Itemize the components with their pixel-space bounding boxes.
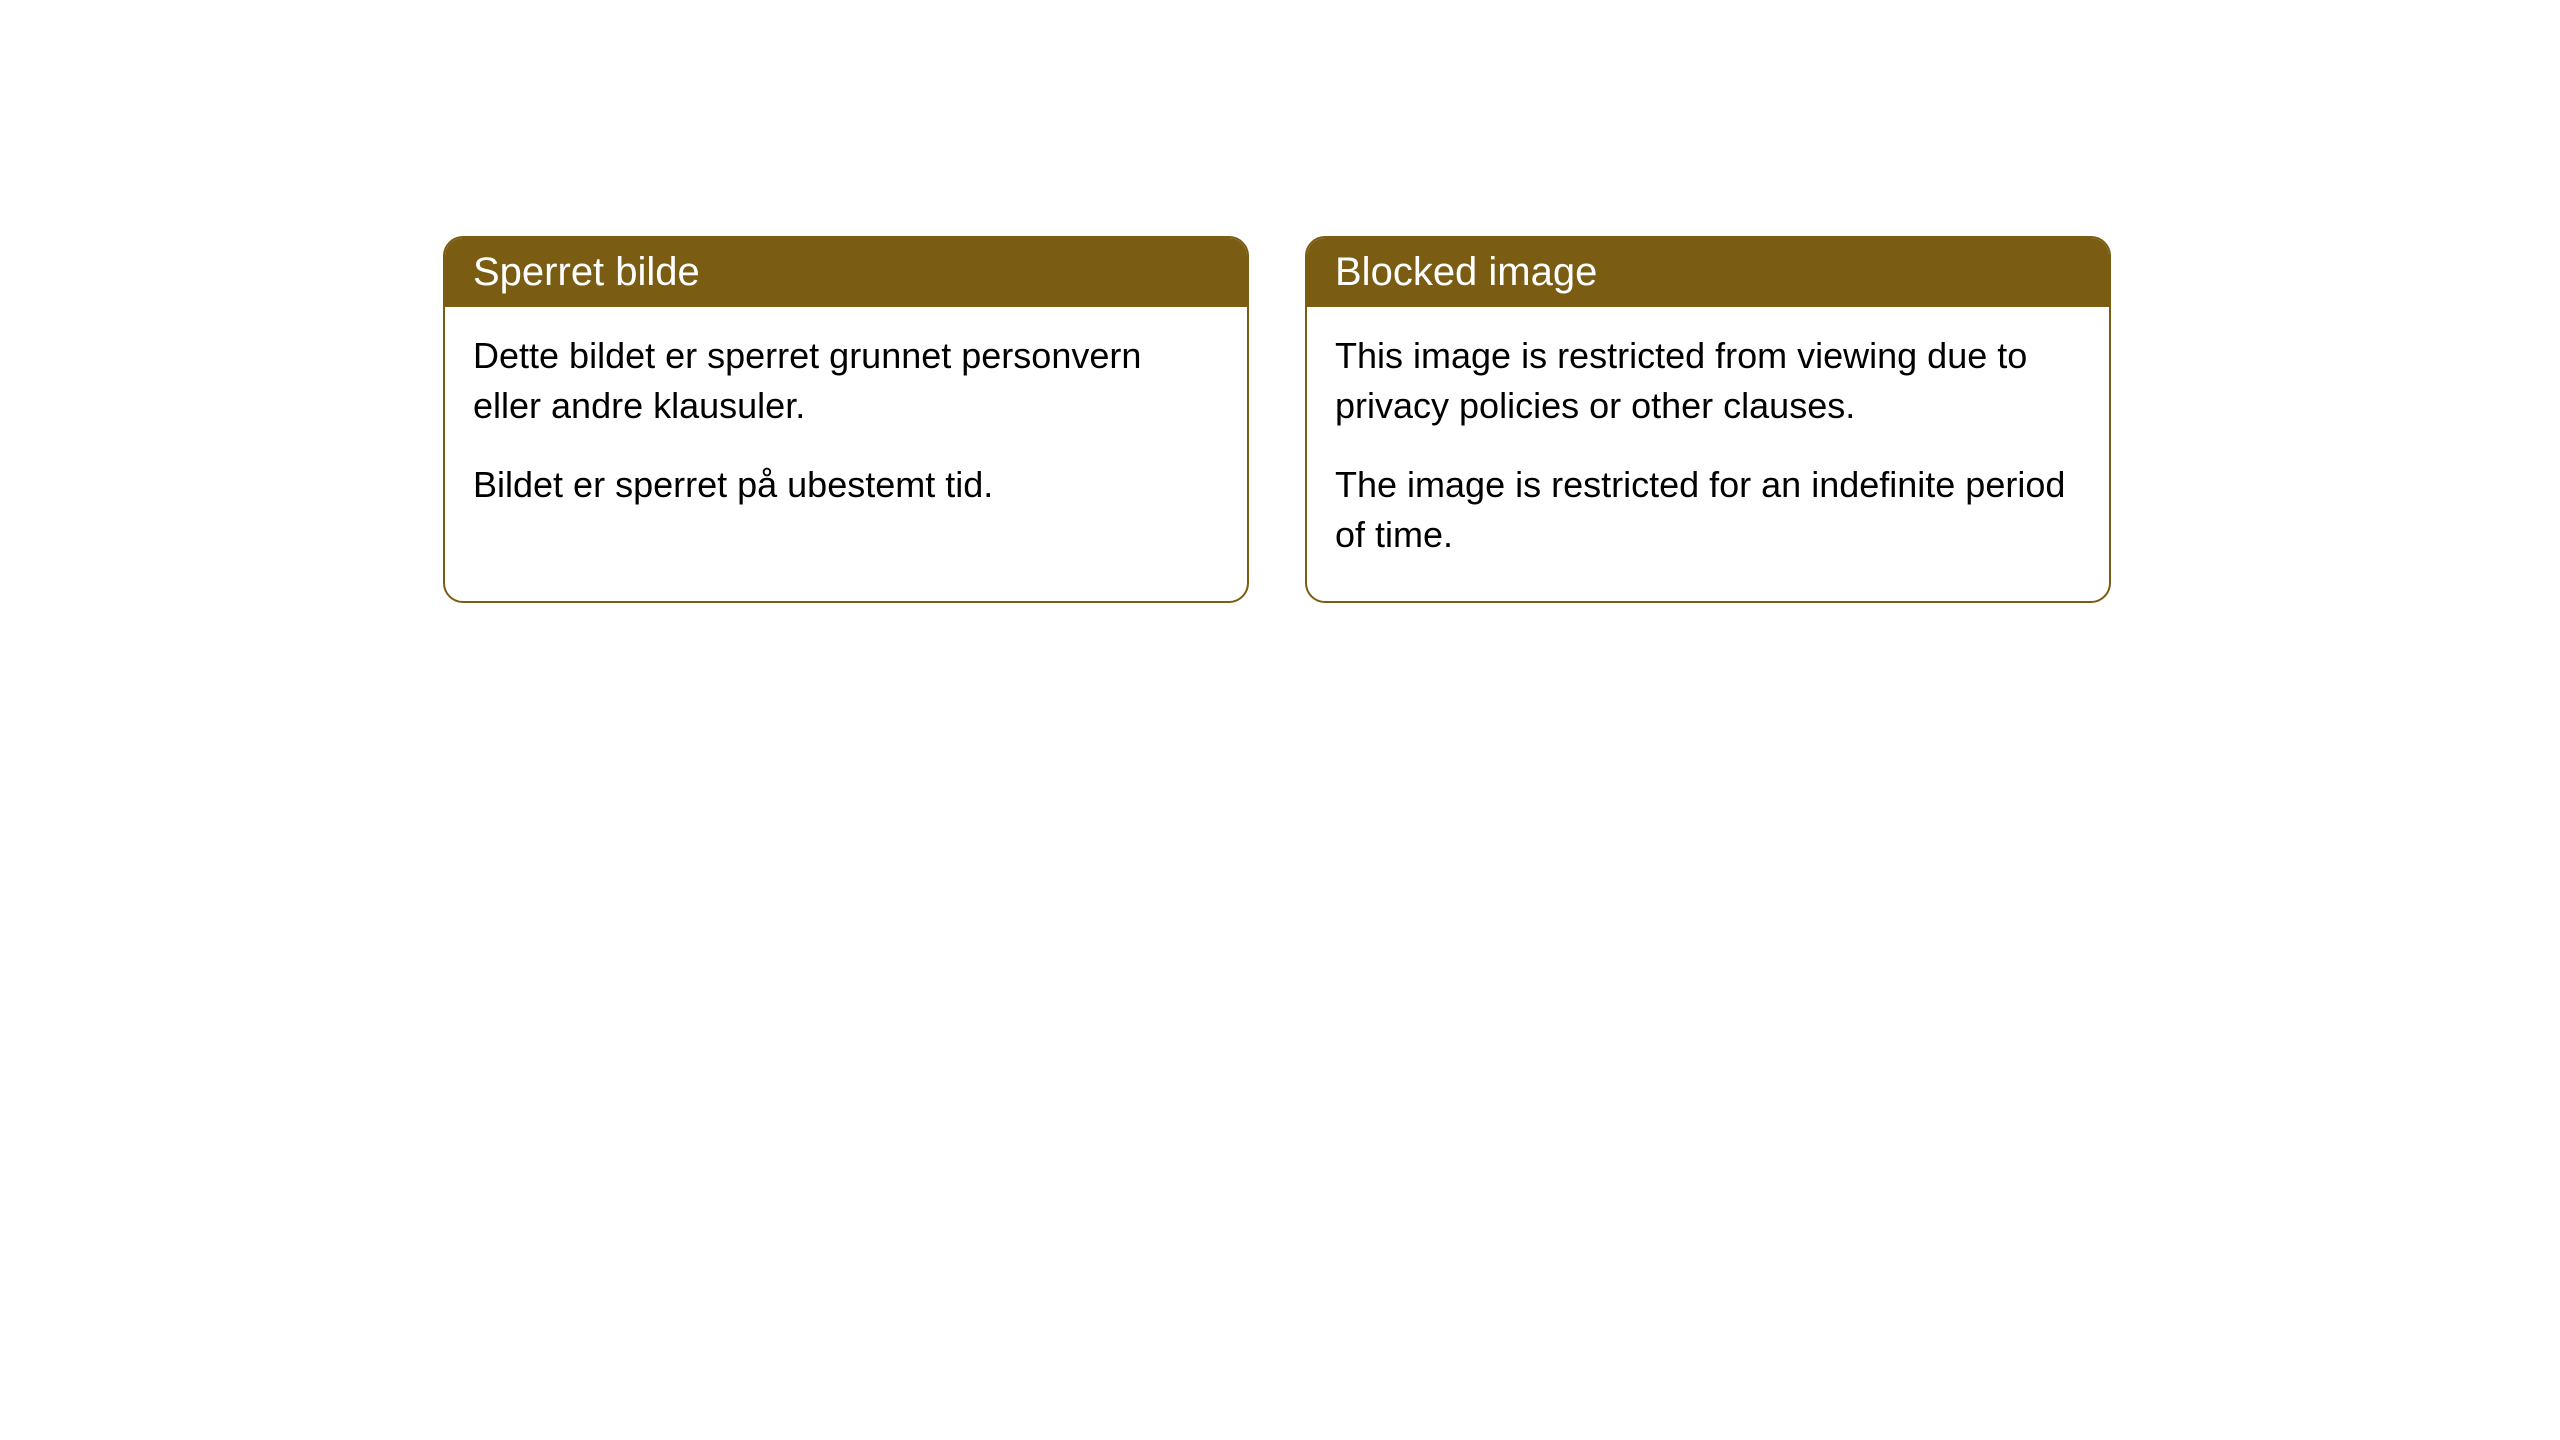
card-header: Sperret bilde bbox=[445, 238, 1247, 307]
blocked-image-card-english: Blocked image This image is restricted f… bbox=[1305, 236, 2111, 603]
card-paragraph: The image is restricted for an indefinit… bbox=[1335, 460, 2081, 561]
card-header: Blocked image bbox=[1307, 238, 2109, 307]
card-paragraph: Bildet er sperret på ubestemt tid. bbox=[473, 460, 1219, 510]
cards-container: Sperret bilde Dette bildet er sperret gr… bbox=[443, 236, 2111, 603]
blocked-image-card-norwegian: Sperret bilde Dette bildet er sperret gr… bbox=[443, 236, 1249, 603]
card-paragraph: This image is restricted from viewing du… bbox=[1335, 331, 2081, 432]
card-body: Dette bildet er sperret grunnet personve… bbox=[445, 307, 1247, 550]
card-paragraph: Dette bildet er sperret grunnet personve… bbox=[473, 331, 1219, 432]
card-body: This image is restricted from viewing du… bbox=[1307, 307, 2109, 601]
